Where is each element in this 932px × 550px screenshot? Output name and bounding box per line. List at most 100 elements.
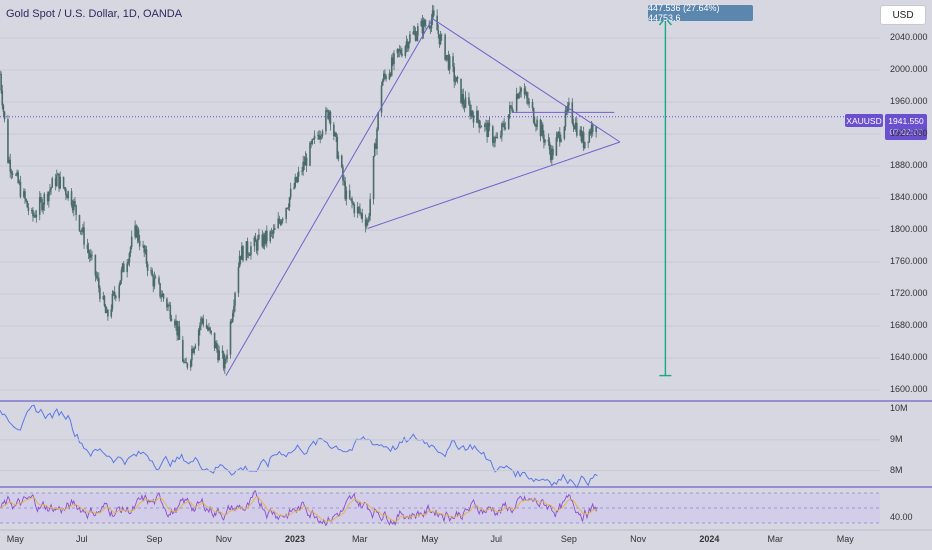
- candle: [95, 275, 98, 278]
- candle: [1, 90, 4, 106]
- candle: [202, 318, 205, 325]
- candle: [509, 105, 511, 115]
- candle: [126, 263, 128, 273]
- candle: [485, 123, 487, 125]
- candle: [24, 191, 26, 200]
- measure-arrow[interactable]: [658, 16, 672, 377]
- candle: [560, 138, 562, 142]
- candle: [143, 245, 146, 253]
- candle: [551, 148, 553, 161]
- candle: [310, 142, 312, 144]
- candle: [174, 320, 176, 326]
- candle: [470, 110, 473, 117]
- candle: [216, 342, 218, 350]
- candle: [356, 206, 359, 214]
- candle: [563, 126, 566, 139]
- candle: [78, 215, 81, 231]
- candle: [214, 342, 217, 349]
- candle: [58, 173, 60, 189]
- candle: [301, 171, 303, 172]
- candle: [595, 126, 597, 133]
- candle: [527, 97, 529, 104]
- candle: [254, 237, 257, 242]
- candle: [63, 187, 66, 189]
- candle: [79, 230, 82, 232]
- candle: [510, 105, 512, 107]
- candle: [504, 127, 507, 129]
- candle: [407, 42, 410, 49]
- time-tick-label: Mar: [351, 534, 368, 544]
- candle: [35, 214, 38, 218]
- candle: [42, 204, 44, 211]
- rsi-line: [0, 490, 598, 527]
- candle: [62, 176, 65, 188]
- candle: [154, 277, 157, 279]
- candle: [222, 352, 225, 369]
- candle: [152, 276, 155, 287]
- candle: [548, 141, 551, 150]
- candle: [197, 329, 200, 346]
- candle: [432, 10, 435, 16]
- candle: [425, 25, 427, 26]
- candle: [582, 132, 585, 149]
- candle: [286, 208, 289, 209]
- candle: [534, 122, 536, 126]
- candle: [90, 254, 92, 258]
- candle: [297, 171, 300, 177]
- candle: [360, 213, 362, 214]
- candles: [0, 4, 597, 374]
- candle: [313, 135, 316, 139]
- candle: [381, 80, 384, 86]
- candle: [511, 106, 513, 112]
- candle: [448, 56, 451, 70]
- trendline[interactable]: [367, 141, 621, 229]
- price-tick-label: 1960.000: [890, 96, 928, 106]
- candle: [121, 263, 124, 270]
- candle: [405, 41, 408, 47]
- candle: [304, 157, 307, 166]
- candle: [17, 172, 19, 183]
- candle: [583, 141, 586, 149]
- currency-button[interactable]: USD: [880, 5, 926, 25]
- trendline[interactable]: [432, 18, 621, 143]
- candle: [118, 285, 121, 299]
- trendline[interactable]: [225, 18, 434, 376]
- candle: [590, 124, 593, 134]
- candle: [501, 123, 503, 136]
- candle: [19, 181, 22, 197]
- candle: [177, 326, 180, 336]
- candle: [422, 19, 425, 34]
- candle: [262, 234, 265, 247]
- candle: [34, 215, 36, 218]
- candle: [488, 122, 491, 127]
- candle: [128, 253, 131, 262]
- rsi-tick-label: 40.00: [890, 512, 913, 522]
- candle: [365, 222, 368, 227]
- candle: [229, 321, 232, 355]
- candle: [194, 345, 197, 349]
- candle: [18, 181, 21, 183]
- candle: [208, 327, 210, 331]
- candle: [221, 350, 224, 353]
- candle: [302, 161, 304, 172]
- candle: [437, 30, 440, 35]
- candle: [210, 330, 212, 333]
- candle: [217, 349, 219, 361]
- candle: [398, 49, 401, 52]
- candle: [352, 202, 354, 205]
- candle: [503, 123, 505, 128]
- candle: [150, 270, 152, 272]
- volume-tick-label: 10M: [890, 403, 908, 414]
- candle: [495, 137, 498, 138]
- candle: [242, 246, 244, 261]
- drawings[interactable]: [225, 16, 672, 377]
- candle: [264, 230, 267, 244]
- candle: [468, 97, 470, 105]
- candle: [272, 229, 275, 234]
- candle: [388, 73, 391, 80]
- candle: [296, 176, 299, 182]
- price-tick-label: 1720.000: [890, 288, 928, 298]
- candle: [206, 328, 209, 331]
